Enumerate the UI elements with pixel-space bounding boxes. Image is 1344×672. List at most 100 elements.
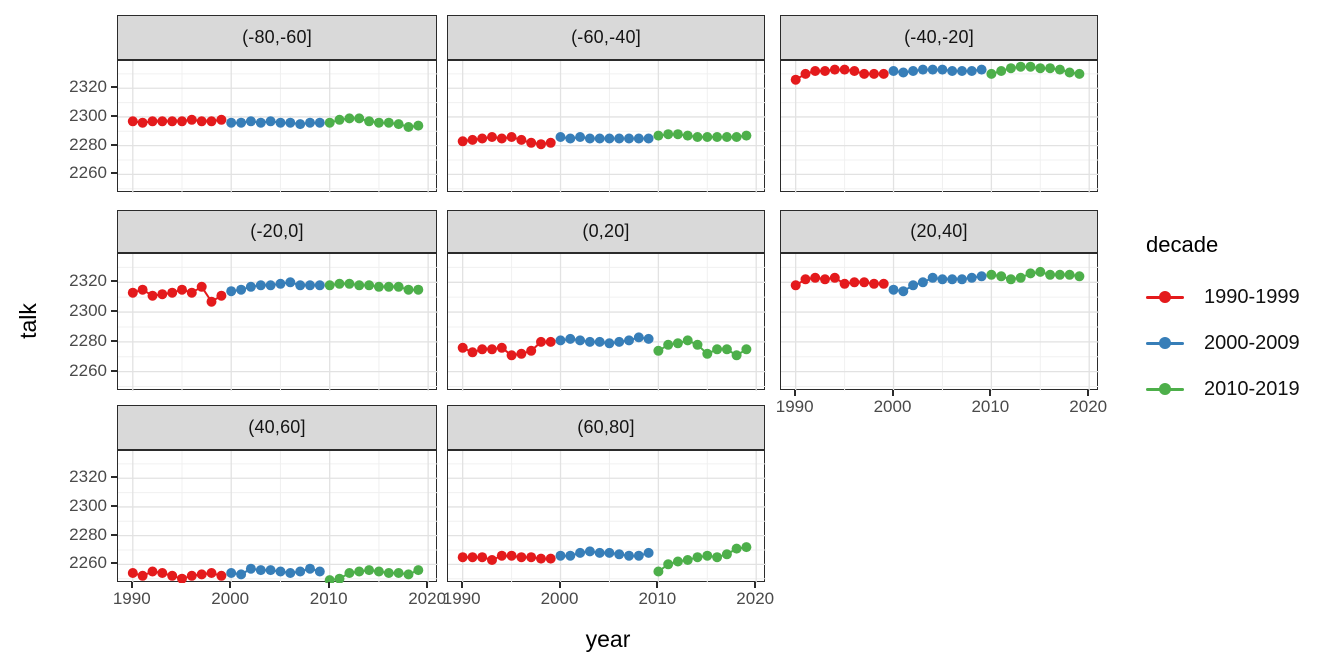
series-line (132, 285, 222, 304)
y-tick-mark (111, 310, 117, 313)
data-point (147, 290, 158, 301)
facet-plot-area (118, 61, 438, 193)
data-point (127, 116, 138, 127)
x-tick-mark (558, 582, 561, 588)
series-2000-2009 (555, 546, 654, 561)
data-point (275, 117, 286, 128)
series-1990-1999 (457, 132, 556, 150)
data-point (1054, 269, 1065, 280)
x-tick-mark (793, 390, 796, 396)
y-tick-label: 2300 (69, 301, 107, 321)
x-tick-mark (229, 582, 232, 588)
facet-strip-label: (40,60] (248, 417, 306, 437)
y-tick-mark (111, 86, 117, 89)
facet-panel (780, 253, 1099, 391)
data-point (859, 277, 870, 288)
y-tick-label: 2320 (69, 467, 107, 487)
data-point (467, 347, 478, 358)
facet-strip-label: (-60,-40] (571, 27, 641, 47)
data-point (186, 287, 197, 298)
data-point (545, 137, 556, 148)
data-point (643, 547, 654, 558)
data-point (682, 555, 693, 565)
data-point (1005, 274, 1016, 285)
data-point (344, 113, 355, 124)
data-point (373, 281, 384, 292)
data-point (373, 566, 384, 577)
x-tick-label: 2010 (638, 589, 677, 608)
data-point (324, 280, 335, 291)
data-point (477, 552, 488, 563)
data-point (216, 114, 227, 125)
data-point (167, 287, 178, 298)
data-point (712, 132, 723, 142)
facet-strip: (-80,-60] (117, 15, 437, 60)
data-point (712, 344, 723, 355)
data-point (741, 542, 752, 553)
data-point (1015, 272, 1026, 283)
data-point (986, 269, 997, 280)
x-tick-label: 1990 (442, 589, 481, 608)
data-point (947, 274, 958, 285)
data-point (584, 546, 595, 557)
data-point (255, 565, 266, 576)
facet-strip: (0,20] (447, 210, 765, 253)
series-1990-1999 (790, 272, 889, 291)
facet-strip: (-60,-40] (447, 15, 765, 60)
data-point (575, 547, 586, 558)
series-2010-2019 (324, 278, 424, 295)
x-tick-mark (327, 582, 330, 588)
data-point (927, 64, 938, 75)
data-point (526, 552, 537, 563)
facet-strip: (20,40] (780, 210, 1098, 253)
data-point (996, 271, 1007, 282)
data-point (878, 68, 889, 79)
data-point (467, 552, 478, 563)
data-point (265, 565, 276, 576)
y-tick-mark (111, 533, 117, 536)
data-point (594, 133, 605, 144)
data-point (413, 120, 424, 131)
data-point (403, 122, 414, 132)
data-point (147, 116, 158, 127)
data-point (196, 116, 207, 127)
data-point (653, 345, 664, 356)
data-point (966, 272, 977, 283)
data-point (536, 139, 546, 150)
data-point (196, 569, 207, 580)
y-tick-mark (111, 172, 117, 175)
series-line (462, 340, 551, 357)
data-point (186, 114, 197, 125)
data-point (1064, 269, 1075, 280)
data-point (692, 552, 703, 563)
data-point (157, 568, 168, 578)
data-point (295, 280, 306, 291)
x-tick-mark (426, 582, 429, 588)
data-point (898, 286, 909, 297)
y-tick-mark (111, 280, 117, 283)
facet-panel (117, 60, 438, 193)
y-tick-mark (111, 504, 117, 507)
data-point (285, 568, 296, 578)
data-point (1035, 63, 1046, 74)
series-2000-2009 (555, 332, 654, 349)
data-point (393, 119, 404, 130)
data-point (614, 549, 625, 560)
facet-plot-area (781, 254, 1099, 391)
data-point (457, 342, 468, 353)
data-point (849, 66, 860, 76)
data-point (526, 137, 537, 148)
data-point (1064, 67, 1075, 78)
data-point (314, 566, 325, 577)
x-tick-mark (460, 582, 463, 588)
data-point (849, 277, 860, 288)
x-tick-label: 1990 (112, 589, 151, 608)
data-point (1074, 68, 1085, 79)
data-point (137, 570, 148, 581)
facet-strip: (60,80] (447, 405, 765, 450)
y-tick-mark (111, 562, 117, 565)
x-tick-label: 2010 (309, 589, 348, 608)
y-axis-title: talk (14, 303, 41, 339)
x-tick-label: 2020 (736, 589, 775, 608)
facet-panel (447, 60, 766, 193)
